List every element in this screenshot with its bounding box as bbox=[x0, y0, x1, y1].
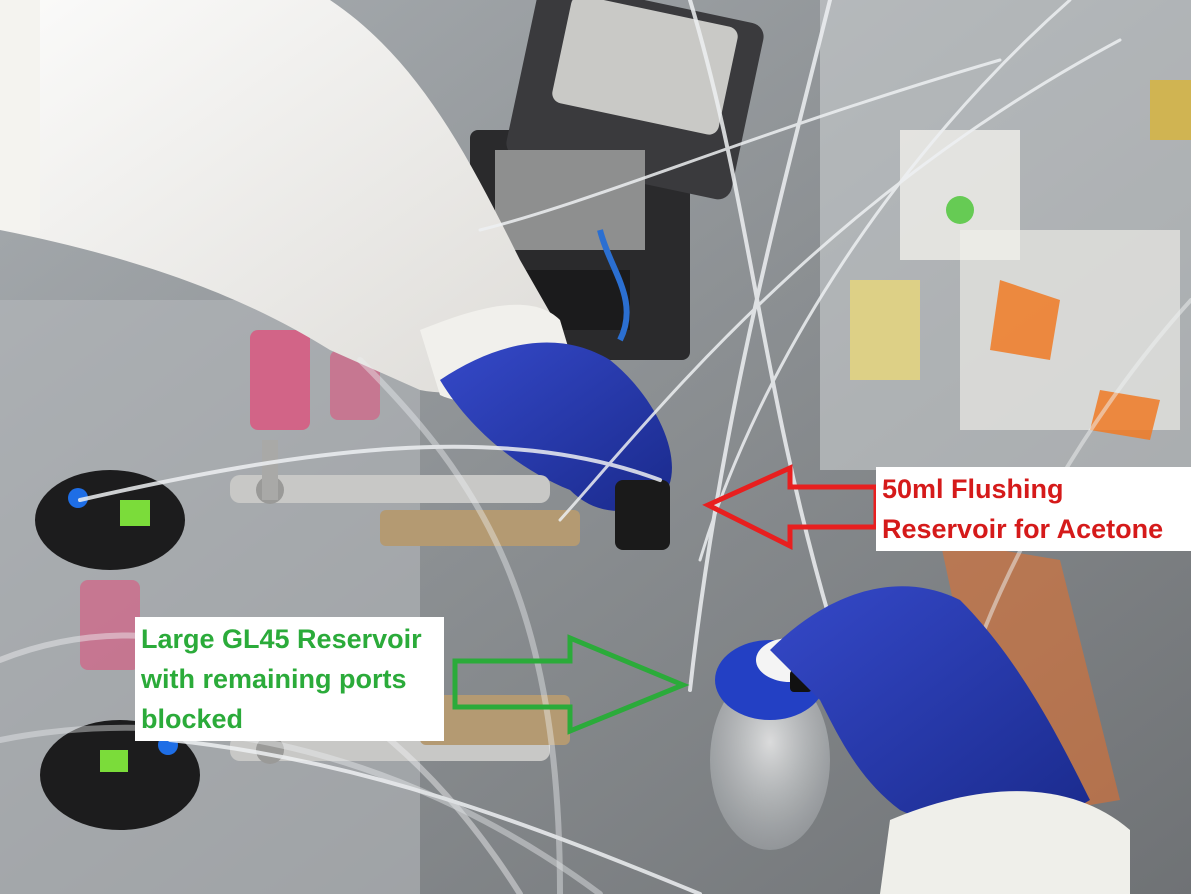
orange-tag bbox=[990, 280, 1060, 360]
reservoir-cap-upper bbox=[35, 470, 185, 570]
pink-media-bottle bbox=[250, 330, 310, 430]
clamp-stand-upper bbox=[230, 440, 580, 546]
blue-glove-upper bbox=[440, 342, 672, 511]
green-arrow bbox=[452, 634, 690, 735]
blue-glove-lower bbox=[770, 586, 1090, 829]
yellow-label bbox=[850, 280, 920, 380]
lab-coat-cuff bbox=[880, 791, 1130, 894]
acetone-reservoir-callout: 50ml Flushing Reservoir for Acetone bbox=[876, 467, 1191, 551]
peristaltic-pump bbox=[470, 0, 764, 360]
gl45-reservoir-callout: Large GL45 Reservoir with remaining port… bbox=[135, 617, 444, 741]
black-fitting bbox=[615, 480, 670, 550]
green-fitting bbox=[946, 196, 974, 224]
